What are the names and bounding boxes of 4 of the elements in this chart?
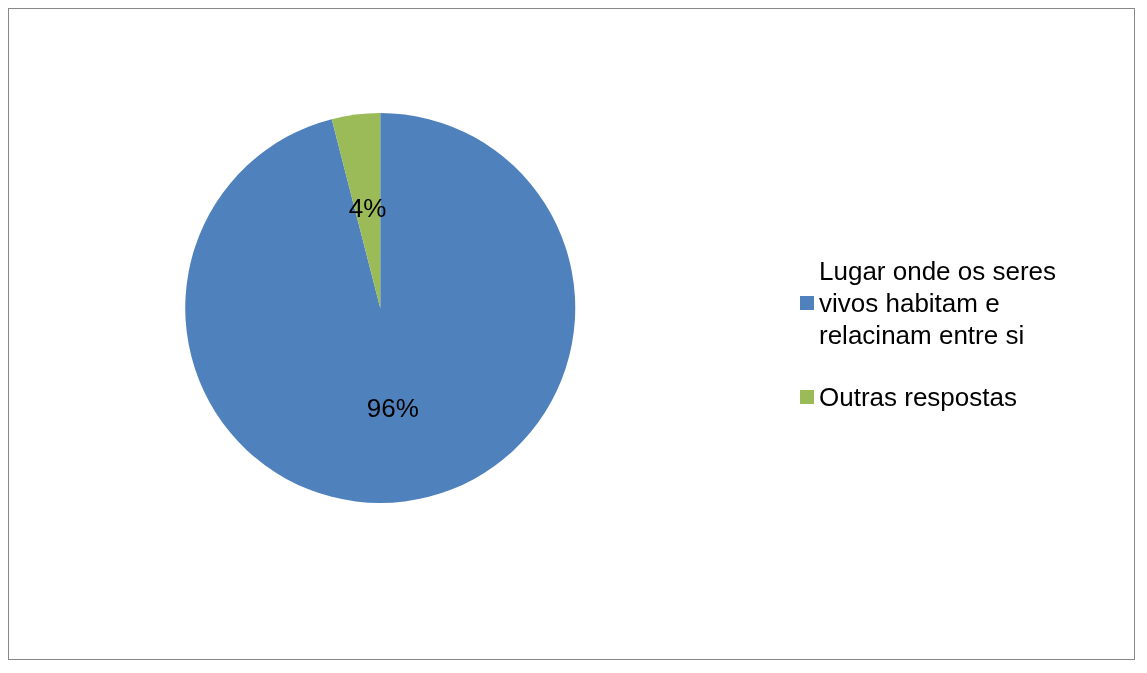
legend-label: Outras respostas <box>819 382 1017 412</box>
data-label: 4% <box>348 193 387 224</box>
legend-label: Lugar onde os seres vivos habitam e relacinam entre si <box>819 256 1064 350</box>
data-label: 96% <box>366 392 419 423</box>
